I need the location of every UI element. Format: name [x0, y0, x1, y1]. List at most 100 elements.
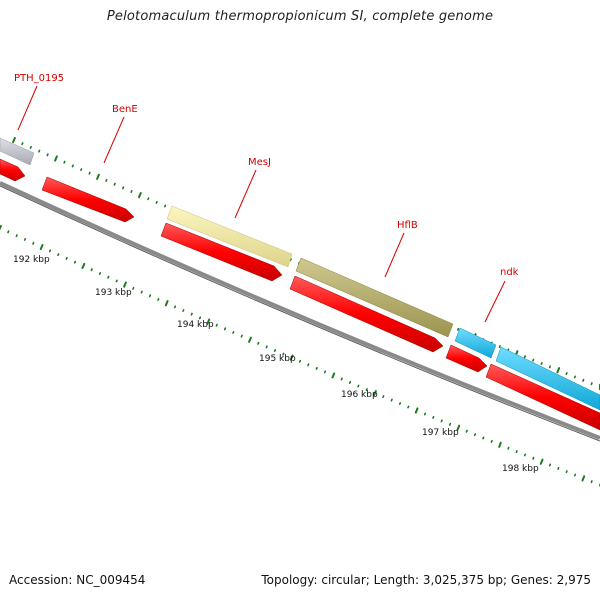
lower-tick-mark: [507, 446, 510, 450]
gene-label-pth0195[interactable]: PTH_0195: [14, 73, 64, 84]
cds-arrow-0[interactable]: [0, 158, 26, 182]
upper-tick-mark: [80, 168, 83, 171]
lower-tick-mark: [382, 395, 385, 399]
lower-tick-mark: [298, 359, 302, 363]
lower-tick-mark: [440, 419, 443, 423]
cds-arrow-4[interactable]: [445, 344, 488, 373]
lower-tick-mark: [240, 334, 243, 338]
lower-tick-mark: [90, 268, 93, 272]
scale-label-194: 194 kbp: [177, 320, 214, 330]
upper-tick-mark: [155, 200, 158, 204]
lower-tick-mark: [532, 456, 535, 460]
lower-tick-mark: [539, 458, 544, 465]
lower-tick-mark: [323, 370, 327, 374]
lower-tick-mark: [348, 380, 352, 385]
upper-tick-mark: [147, 197, 150, 201]
lower-tick-mark: [548, 463, 552, 467]
lower-tick-mark: [198, 316, 202, 320]
genome-title: Pelotomaculum thermopropionicum SI, comp…: [106, 9, 494, 24]
gene-block-cyan-1[interactable]: [454, 327, 497, 359]
lower-tick-mark: [331, 372, 336, 379]
lower-tick-mark: [232, 330, 235, 334]
gene-label-ndk[interactable]: ndk: [500, 267, 519, 278]
leader-line-pth0195: [17, 85, 38, 131]
upper-tick-mark: [540, 361, 543, 366]
cds-arrow-5[interactable]: [485, 363, 600, 431]
lower-tick-mark: [148, 294, 152, 298]
lower-tick-mark: [390, 398, 393, 402]
upper-tick-mark: [565, 372, 568, 376]
lower-tick-mark: [473, 433, 477, 437]
lower-tick-mark: [557, 466, 560, 470]
genome-backbone-shadow: [0, 185, 600, 442]
lower-tick-mark: [190, 312, 193, 316]
lower-tick-mark: [123, 281, 127, 288]
cds-arrow-2[interactable]: [160, 222, 283, 282]
lower-tick-mark: [456, 424, 461, 431]
upper-tick-mark: [29, 145, 32, 149]
lower-tick-mark: [407, 405, 410, 409]
upper-tick-mark: [532, 358, 535, 362]
lower-tick-mark: [48, 249, 52, 253]
cds-arrow-3[interactable]: [289, 275, 444, 353]
lower-tick-mark: [7, 230, 10, 234]
lower-tick-mark: [132, 286, 135, 290]
scale-label-195: 195 kbp: [259, 354, 296, 364]
gene-block-olive[interactable]: [295, 257, 454, 338]
upper-tick-mark: [138, 192, 142, 199]
lower-tick-mark: [573, 473, 577, 477]
lower-tick-mark: [282, 352, 285, 356]
lower-tick-mark: [57, 253, 60, 257]
gene-label-hflb[interactable]: HflB: [397, 220, 418, 231]
lower-tick-mark: [223, 327, 227, 331]
lower-tick-ring: [0, 225, 600, 487]
lower-tick-mark: [289, 354, 294, 361]
lower-tick-mark: [173, 305, 177, 309]
lower-tick-mark: [448, 422, 452, 426]
lower-tick-mark: [23, 238, 27, 241]
lower-tick-mark: [482, 436, 485, 440]
lower-tick-mark: [257, 341, 260, 345]
gene-label-bene[interactable]: BenE: [112, 104, 138, 115]
lower-tick-mark: [0, 225, 2, 231]
cds-arrow-1[interactable]: [41, 176, 135, 223]
gene-label-mesj[interactable]: MesJ: [248, 157, 271, 168]
upper-tick-mark: [548, 365, 552, 369]
gene-block-cyan-2[interactable]: [495, 346, 600, 411]
lower-tick-mark: [115, 279, 118, 283]
lower-tick-mark: [498, 441, 502, 448]
lower-tick-mark: [307, 363, 310, 367]
lower-tick-mark: [182, 309, 185, 313]
lower-tick-mark: [81, 262, 86, 269]
upper-tick-mark: [113, 182, 116, 186]
lower-tick-mark: [265, 345, 268, 349]
upper-tick-mark: [556, 367, 561, 374]
scale-label-196: 196 kbp: [341, 390, 378, 400]
lower-tick-mark: [107, 275, 110, 279]
lower-tick-mark: [490, 439, 493, 443]
upper-tick-mark: [71, 164, 74, 168]
lower-tick-mark: [373, 390, 377, 397]
lower-tick-mark: [164, 300, 169, 307]
accession-text: Accession: NC_009454: [9, 573, 146, 587]
upper-tick-mark: [130, 190, 133, 193]
upper-tick-mark: [21, 142, 24, 146]
scale-label-198: 198 kbp: [502, 464, 539, 474]
lower-tick-mark: [98, 271, 102, 276]
upper-tick-mark: [456, 327, 460, 331]
scale-label-193: 193 kbp: [95, 288, 132, 298]
topology-text: Topology: circular; Length: 3,025,375 bp…: [261, 573, 591, 587]
lower-tick-mark: [423, 412, 427, 416]
upper-tick-mark: [590, 382, 593, 386]
gene-block-yellow[interactable]: [166, 205, 293, 268]
lower-tick-mark: [15, 234, 18, 238]
upper-tick-mark: [96, 173, 100, 180]
lower-tick-mark: [432, 415, 435, 419]
upper-tick-mark: [582, 378, 585, 382]
upper-tick-mark: [46, 153, 49, 157]
gene-block-gray[interactable]: [0, 137, 35, 166]
upper-tick-mark: [573, 375, 577, 379]
upper-tick-mark: [105, 179, 108, 182]
upper-tick-mark: [63, 160, 66, 164]
